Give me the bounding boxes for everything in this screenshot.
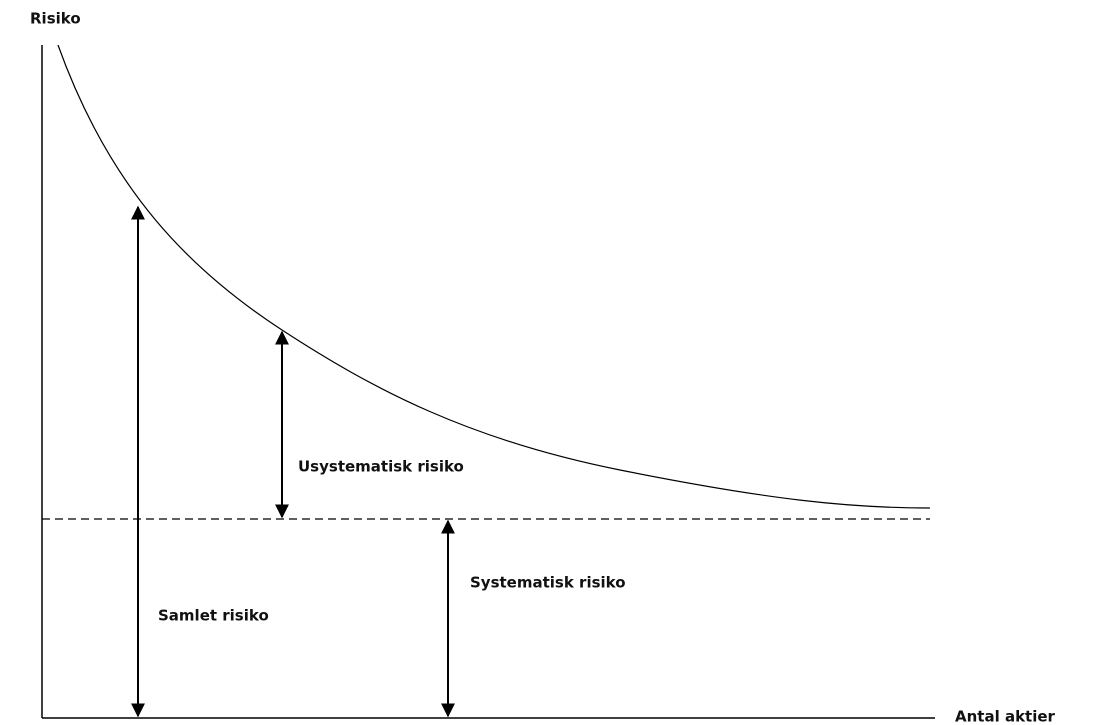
unsystematic-label: Usystematisk risiko [298,458,464,476]
y-axis-label: Risiko [30,10,81,28]
x-axis-label: Antal aktier [955,708,1056,725]
systematic-label: Systematisk risiko [470,574,626,592]
risk-curve [57,44,931,509]
total-label: Samlet risiko [158,607,269,625]
